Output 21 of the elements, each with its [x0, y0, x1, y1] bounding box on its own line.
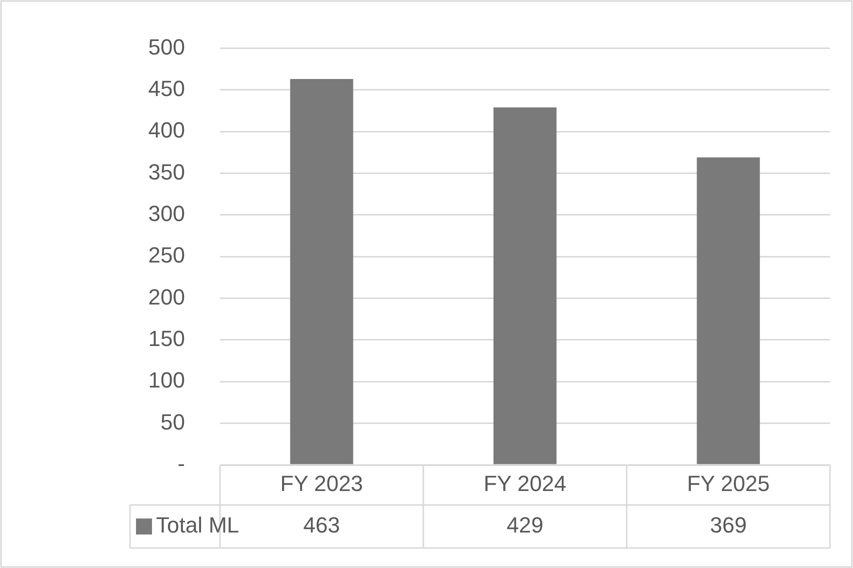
bar	[493, 107, 557, 464]
y-tick-label: 500	[148, 34, 185, 60]
x-tick-label: FY 2025	[686, 471, 770, 496]
data-label: 463	[303, 512, 340, 538]
y-tick-label: -	[178, 451, 185, 476]
bar	[290, 79, 354, 464]
data-label: 369	[710, 512, 747, 538]
y-tick-label: 150	[148, 326, 185, 352]
x-tick-label: FY 2024	[484, 471, 566, 496]
y-tick-label: 50	[160, 409, 185, 434]
legend-label: Total ML	[156, 512, 240, 538]
y-tick-label: 200	[148, 284, 185, 310]
x-tick-label: FY 2023	[280, 471, 364, 496]
y-tick-label: 100	[148, 368, 185, 393]
bar	[696, 157, 760, 464]
data-label: 429	[506, 512, 544, 538]
y-tick-label: 350	[148, 159, 185, 184]
y-tick-label: 250	[148, 242, 185, 268]
y-tick-label: 400	[148, 118, 185, 143]
y-tick-label: 300	[148, 200, 185, 226]
y-tick-label: 450	[148, 76, 185, 101]
